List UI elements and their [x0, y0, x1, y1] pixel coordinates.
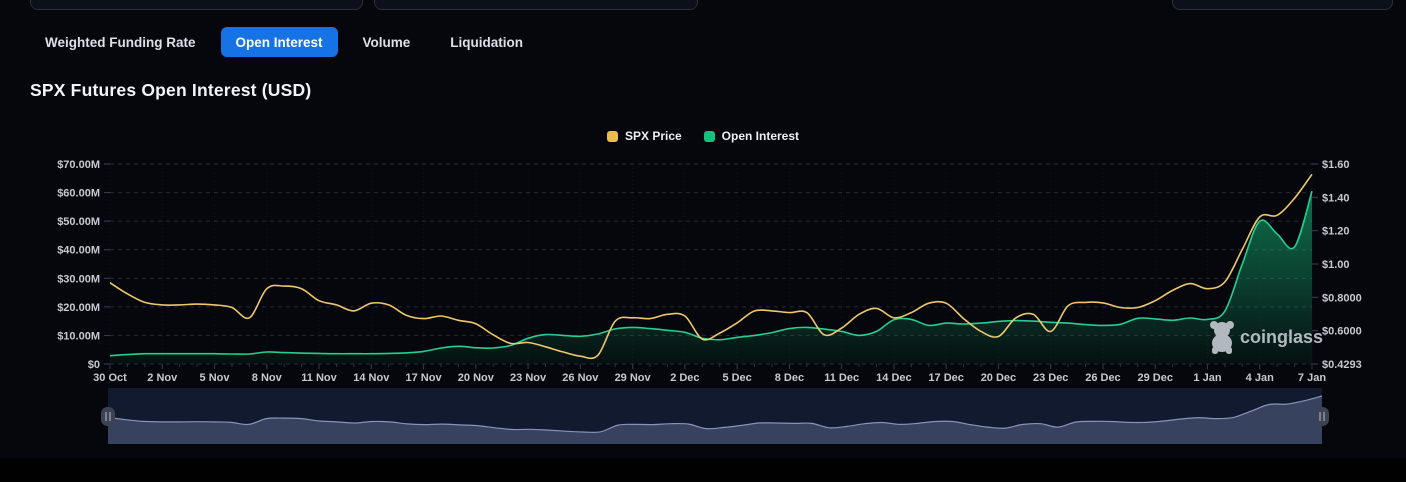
x-axis-label: 8 Dec	[775, 372, 804, 384]
coinglass-bear-icon	[1210, 321, 1234, 354]
x-axis-label: 5 Nov	[200, 372, 231, 384]
bottom-divider	[0, 458, 1406, 482]
left-axis-label: $70.00M	[57, 159, 100, 171]
x-axis-label: 26 Dec	[1085, 372, 1120, 384]
x-axis-label: 14 Dec	[876, 372, 911, 384]
spx-price-line	[109, 173, 1313, 360]
x-axis-label: 11 Dec	[824, 372, 859, 384]
right-axis-label: $0.6000	[1322, 326, 1362, 338]
right-axis-label: $0.8000	[1322, 292, 1362, 304]
coinglass-watermark: coinglass	[1210, 321, 1323, 354]
right-axis-label: $1.00	[1322, 259, 1350, 271]
x-axis-label: 20 Nov	[458, 372, 495, 384]
left-axis-label: $40.00M	[57, 245, 100, 257]
tab-liquidation[interactable]: Liquidation	[450, 34, 524, 50]
filter-input-1[interactable]	[30, 0, 363, 10]
x-axis-label: 2 Dec	[670, 372, 699, 384]
left-axis-label: $10.00M	[57, 330, 100, 342]
x-axis-label: 23 Nov	[510, 372, 547, 384]
filter-input-2[interactable]	[374, 0, 698, 10]
chart-navigator[interactable]	[101, 388, 1329, 444]
tab-weighted-funding-rate[interactable]: Weighted Funding Rate	[45, 34, 196, 50]
open-interest-swatch-icon	[703, 130, 715, 142]
filter-input-3[interactable]	[1172, 0, 1393, 10]
left-axis-label: $30.00M	[57, 273, 100, 285]
open-interest-line	[109, 190, 1313, 357]
x-axis-label: 7 Jan	[1298, 372, 1326, 384]
left-axis-label: $20.00M	[57, 302, 100, 314]
x-axis-label: 5 Dec	[722, 372, 751, 384]
tab-volume[interactable]: Volume	[362, 34, 411, 50]
open-interest-chart[interactable]: $70.00M $60.00M $50.00M $40.00M $30.00M $20.0…	[0, 150, 1406, 388]
legend-item-spx-price[interactable]: SPX Price	[606, 129, 682, 143]
navigator-line	[107, 395, 1323, 434]
watermark-text: coinglass	[1240, 327, 1323, 347]
x-axis-label: 26 Nov	[562, 372, 599, 384]
chart-tabs: Weighted Funding Rate Open Interest Volu…	[30, 27, 538, 57]
left-axis-label: $50.00M	[57, 216, 100, 228]
tab-open-interest[interactable]: Open Interest	[220, 27, 338, 57]
x-axis-label: 29 Dec	[1137, 372, 1172, 384]
right-axis-label: $1.20	[1322, 226, 1350, 238]
x-axis-label: 8 Nov	[252, 372, 283, 384]
x-axis-label: 17 Nov	[406, 372, 443, 384]
navigator-handle-left[interactable]	[101, 407, 115, 426]
x-axis-label: 17 Dec	[928, 372, 963, 384]
x-axis-label: 2 Nov	[147, 372, 178, 384]
navigator-area	[108, 396, 1322, 444]
legend-item-open-interest[interactable]: Open Interest	[703, 129, 800, 143]
left-axis-label: $0	[88, 359, 100, 371]
x-axis-label: 11 Nov	[301, 372, 337, 384]
x-axis-label: 4 Jan	[1246, 372, 1274, 384]
navigator-handle-right[interactable]	[1315, 407, 1329, 426]
x-axis-label: 1 Jan	[1193, 372, 1221, 384]
legend-label-spx-price: SPX Price	[624, 129, 682, 143]
page-title: SPX Futures Open Interest (USD)	[30, 80, 312, 100]
legend-label-open-interest: Open Interest	[721, 129, 800, 143]
x-axis-label: 23 Dec	[1033, 372, 1068, 384]
x-axis-label: 14 Nov	[353, 372, 390, 384]
chart-legend: SPX Price Open Interest	[0, 129, 1406, 143]
right-axis-label: $0.4293	[1322, 359, 1362, 371]
left-axis-label: $60.00M	[57, 188, 100, 200]
x-axis-label: 20 Dec	[981, 372, 1016, 384]
x-axis-label: 30 Oct	[93, 372, 127, 384]
right-axis-label: $1.60	[1322, 159, 1350, 171]
spx-price-swatch-icon	[606, 130, 618, 142]
x-axis-label: 29 Nov	[615, 372, 652, 384]
right-axis-label: $1.40	[1322, 192, 1350, 204]
